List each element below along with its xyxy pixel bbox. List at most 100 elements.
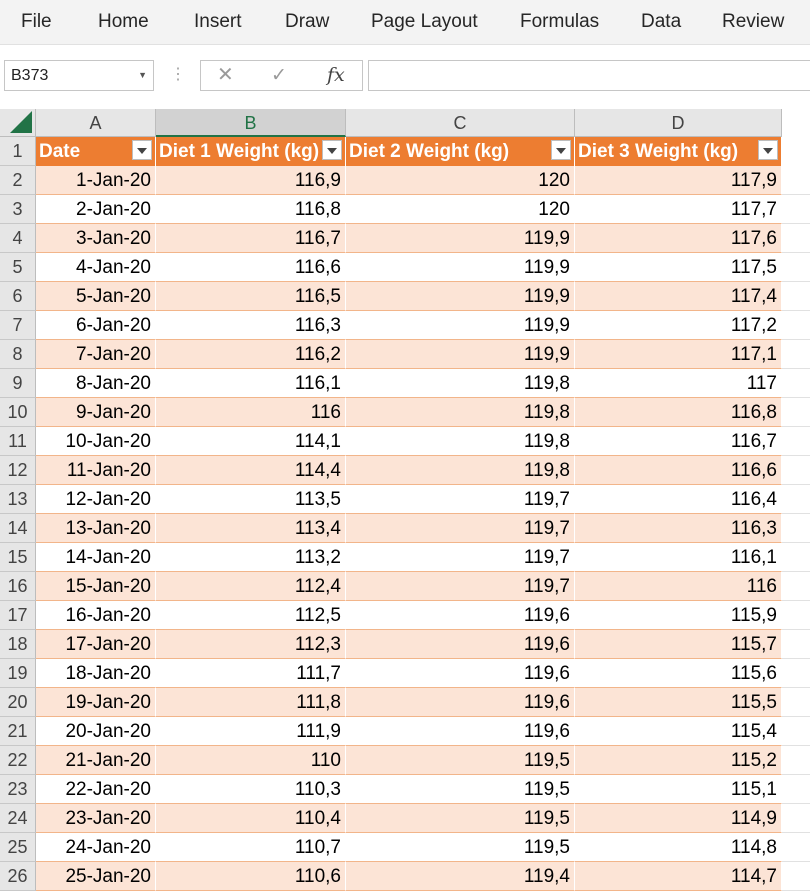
row-header[interactable]: 19 — [0, 659, 36, 688]
cell-weight[interactable]: 119,8 — [346, 398, 575, 427]
cell-weight[interactable]: 119,6 — [346, 659, 575, 688]
cell-weight[interactable]: 110,3 — [156, 775, 346, 804]
cell-weight[interactable]: 119,7 — [346, 514, 575, 543]
more-options-icon[interactable]: ⋮ — [170, 66, 186, 83]
cell-date[interactable]: 3-Jan-20 — [36, 224, 156, 253]
cell-date[interactable]: 7-Jan-20 — [36, 340, 156, 369]
cell-date[interactable]: 2-Jan-20 — [36, 195, 156, 224]
row-header[interactable]: 18 — [0, 630, 36, 659]
cell-date[interactable]: 13-Jan-20 — [36, 514, 156, 543]
cell-weight[interactable]: 117,5 — [575, 253, 782, 282]
cell-weight[interactable]: 119,5 — [346, 775, 575, 804]
row-header[interactable]: 20 — [0, 688, 36, 717]
cell-weight[interactable]: 113,5 — [156, 485, 346, 514]
row-header[interactable]: 12 — [0, 456, 36, 485]
cell-weight[interactable]: 115,6 — [575, 659, 782, 688]
row-header[interactable]: 23 — [0, 775, 36, 804]
cell-weight[interactable]: 116,1 — [156, 369, 346, 398]
cell-weight[interactable]: 117,4 — [575, 282, 782, 311]
insert-function-icon[interactable]: fx — [327, 64, 345, 86]
row-header[interactable]: 22 — [0, 746, 36, 775]
name-box[interactable]: B373 ▼ — [4, 60, 154, 91]
cell-weight[interactable]: 116,9 — [156, 166, 346, 195]
cell-weight[interactable]: 119,7 — [346, 572, 575, 601]
cell-weight[interactable]: 116,6 — [156, 253, 346, 282]
filter-dropdown-icon[interactable] — [551, 140, 571, 160]
cell-weight[interactable]: 117,7 — [575, 195, 782, 224]
cell-weight[interactable]: 116,6 — [575, 456, 782, 485]
enter-check-icon[interactable]: ✓ — [271, 65, 287, 86]
cell-weight[interactable]: 115,1 — [575, 775, 782, 804]
cell-weight[interactable]: 119,5 — [346, 746, 575, 775]
cell-weight[interactable]: 116,8 — [575, 398, 782, 427]
cell-date[interactable]: 19-Jan-20 — [36, 688, 156, 717]
menu-insert[interactable]: Insert — [194, 11, 242, 32]
cell-weight[interactable]: 112,5 — [156, 601, 346, 630]
cell-date[interactable]: 18-Jan-20 — [36, 659, 156, 688]
header-date[interactable]: Date — [36, 137, 156, 166]
cell-date[interactable]: 20-Jan-20 — [36, 717, 156, 746]
cell-weight[interactable]: 119,8 — [346, 369, 575, 398]
cell-weight[interactable]: 115,2 — [575, 746, 782, 775]
cell-weight[interactable]: 117,9 — [575, 166, 782, 195]
row-header[interactable]: 15 — [0, 543, 36, 572]
row-header[interactable]: 11 — [0, 427, 36, 456]
cell-weight[interactable]: 119,8 — [346, 427, 575, 456]
cell-weight[interactable]: 114,9 — [575, 804, 782, 833]
cell-weight[interactable]: 112,3 — [156, 630, 346, 659]
cell-weight[interactable]: 116 — [156, 398, 346, 427]
filter-dropdown-icon[interactable] — [132, 140, 152, 160]
cell-weight[interactable]: 115,5 — [575, 688, 782, 717]
menu-draw[interactable]: Draw — [285, 11, 330, 32]
cell-date[interactable]: 24-Jan-20 — [36, 833, 156, 862]
cell-weight[interactable]: 116,4 — [575, 485, 782, 514]
cell-weight[interactable]: 116 — [575, 572, 782, 601]
row-header[interactable]: 10 — [0, 398, 36, 427]
menu-data[interactable]: Data — [641, 11, 682, 32]
cell-date[interactable]: 11-Jan-20 — [36, 456, 156, 485]
cell-weight[interactable]: 116,2 — [156, 340, 346, 369]
column-header-d[interactable]: D — [575, 109, 782, 137]
cell-date[interactable]: 12-Jan-20 — [36, 485, 156, 514]
row-header[interactable]: 9 — [0, 369, 36, 398]
row-header[interactable]: 25 — [0, 833, 36, 862]
column-header-b[interactable]: B — [156, 109, 346, 137]
filter-dropdown-icon[interactable] — [758, 140, 778, 160]
cell-date[interactable]: 17-Jan-20 — [36, 630, 156, 659]
cell-weight[interactable]: 116,8 — [156, 195, 346, 224]
cell-weight[interactable]: 119,9 — [346, 253, 575, 282]
cell-weight[interactable]: 110,4 — [156, 804, 346, 833]
cell-date[interactable]: 10-Jan-20 — [36, 427, 156, 456]
cell-weight[interactable]: 119,9 — [346, 224, 575, 253]
header-diet-2-weight[interactable]: Diet 2 Weight (kg) — [346, 137, 575, 166]
row-header[interactable]: 6 — [0, 282, 36, 311]
cell-weight[interactable]: 116,7 — [575, 427, 782, 456]
row-header[interactable]: 2 — [0, 166, 36, 195]
row-header[interactable]: 26 — [0, 862, 36, 891]
cell-date[interactable]: 16-Jan-20 — [36, 601, 156, 630]
cell-date[interactable]: 25-Jan-20 — [36, 862, 156, 891]
cell-weight[interactable]: 119,9 — [346, 311, 575, 340]
cell-weight[interactable]: 110,6 — [156, 862, 346, 891]
cell-weight[interactable]: 116,3 — [156, 311, 346, 340]
filter-dropdown-icon[interactable] — [322, 140, 342, 160]
row-header-1[interactable]: 1 — [0, 137, 36, 166]
row-header[interactable]: 8 — [0, 340, 36, 369]
cell-weight[interactable]: 119,5 — [346, 833, 575, 862]
cell-weight[interactable]: 111,9 — [156, 717, 346, 746]
cell-weight[interactable]: 117,2 — [575, 311, 782, 340]
cell-weight[interactable]: 119,7 — [346, 485, 575, 514]
cell-date[interactable]: 1-Jan-20 — [36, 166, 156, 195]
cell-weight[interactable]: 120 — [346, 195, 575, 224]
cell-weight[interactable]: 119,6 — [346, 630, 575, 659]
cell-weight[interactable]: 116,1 — [575, 543, 782, 572]
cell-weight[interactable]: 111,7 — [156, 659, 346, 688]
cell-weight[interactable]: 113,2 — [156, 543, 346, 572]
cell-date[interactable]: 5-Jan-20 — [36, 282, 156, 311]
header-diet-3-weight[interactable]: Diet 3 Weight (kg) — [575, 137, 782, 166]
row-header[interactable]: 16 — [0, 572, 36, 601]
row-header[interactable]: 7 — [0, 311, 36, 340]
cell-date[interactable]: 23-Jan-20 — [36, 804, 156, 833]
cell-weight[interactable]: 117 — [575, 369, 782, 398]
cell-weight[interactable]: 112,4 — [156, 572, 346, 601]
